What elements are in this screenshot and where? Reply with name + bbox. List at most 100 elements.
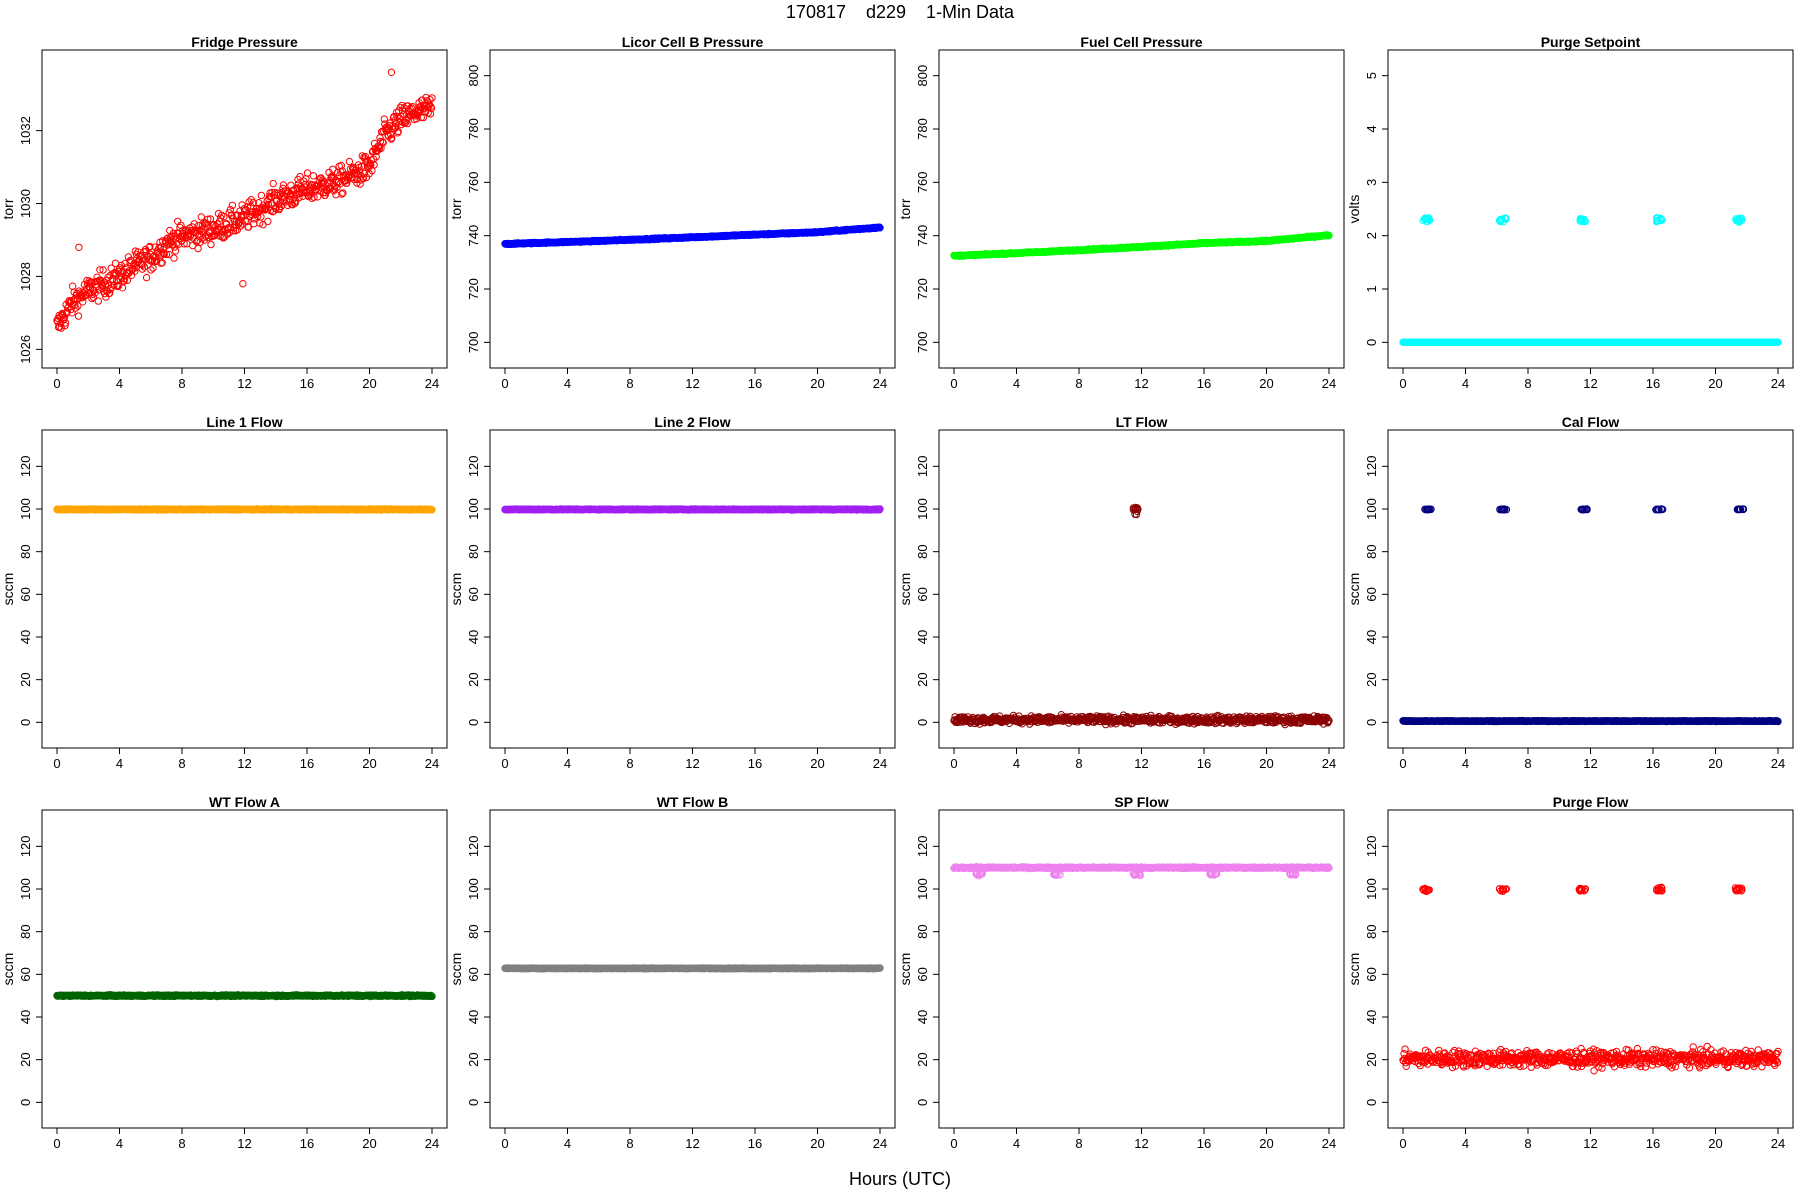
data-point <box>74 302 82 310</box>
data-point <box>309 172 318 180</box>
data-point <box>104 273 112 282</box>
data-point <box>253 212 262 221</box>
y-tick-label: 1032 <box>18 116 33 145</box>
y-tick-label: 80 <box>915 544 930 558</box>
data-series <box>53 505 436 514</box>
y-tick-label: 60 <box>18 587 33 601</box>
plot-frame <box>938 49 1345 369</box>
data-point <box>1102 720 1110 729</box>
data-point <box>1774 338 1782 346</box>
x-tick-label: 8 <box>178 756 185 771</box>
data-point <box>243 203 252 211</box>
x-tick-label: 12 <box>1583 376 1597 391</box>
x-tick-label: 8 <box>1075 376 1082 391</box>
data-point <box>162 250 171 259</box>
y-tick-label: 760 <box>915 171 930 193</box>
y-tick-label: 80 <box>18 544 33 558</box>
x-tick-label: 24 <box>1322 756 1336 771</box>
x-tick-label: 24 <box>1322 376 1336 391</box>
y-tick-label: 20 <box>466 672 481 686</box>
panel-title: Fuel Cell Pressure <box>1080 34 1202 50</box>
y-axis-label: torr <box>0 198 16 219</box>
data-point <box>391 116 399 124</box>
data-point <box>387 68 396 77</box>
data-point <box>1578 215 1586 224</box>
data-point <box>1497 217 1505 225</box>
y-tick-label: 20 <box>18 672 33 686</box>
data-point <box>189 241 197 250</box>
x-tick-label: 20 <box>1259 376 1273 391</box>
x-tick-label: 8 <box>1075 756 1082 771</box>
data-point <box>89 293 98 302</box>
data-point <box>244 223 253 231</box>
data-point <box>269 179 277 188</box>
x-tick-label: 16 <box>748 376 762 391</box>
y-tick-label: 720 <box>915 278 930 300</box>
y-tick-label: 4 <box>1364 125 1379 132</box>
data-point <box>142 273 151 282</box>
data-point <box>345 157 354 166</box>
data-point <box>63 308 71 316</box>
data-point <box>1421 215 1429 224</box>
x-tick-label: 8 <box>626 376 633 391</box>
data-point <box>95 286 103 294</box>
y-tick-label: 1028 <box>18 262 33 291</box>
data-point <box>1736 216 1745 224</box>
data-point <box>109 270 118 278</box>
data-point <box>87 279 96 287</box>
data-point <box>131 267 139 275</box>
y-tick-label: 40 <box>915 630 930 644</box>
data-point <box>113 282 122 291</box>
data-point <box>68 309 76 317</box>
x-tick-label: 0 <box>53 756 60 771</box>
x-tick-label: 12 <box>237 756 251 771</box>
x-tick-label: 8 <box>626 756 633 771</box>
data-point <box>207 240 215 249</box>
y-tick-label: 1026 <box>18 335 33 364</box>
y-tick-label: 120 <box>18 455 33 477</box>
x-tick-label: 12 <box>237 376 251 391</box>
y-axis-label: sccm <box>448 573 464 606</box>
data-point <box>236 222 245 230</box>
x-tick-label: 0 <box>53 376 60 391</box>
data-point <box>219 234 228 242</box>
y-tick-label: 800 <box>915 65 930 87</box>
data-point <box>149 264 157 272</box>
data-point <box>96 266 104 274</box>
data-point <box>1733 216 1742 224</box>
y-tick-label: 780 <box>466 118 481 140</box>
data-point <box>239 280 247 288</box>
x-tick-label: 4 <box>1013 756 1020 771</box>
y-tick-label: 1030 <box>18 189 33 218</box>
x-tick-label: 24 <box>425 756 439 771</box>
data-point <box>75 243 83 252</box>
data-series <box>950 503 1333 729</box>
data-point <box>171 247 180 255</box>
data-point <box>370 161 378 169</box>
y-tick-label: 700 <box>466 331 481 353</box>
y-tick-label: 80 <box>466 544 481 558</box>
data-point <box>170 254 178 262</box>
x-tick-label: 4 <box>116 756 123 771</box>
data-point <box>425 100 433 109</box>
plot-frame <box>938 429 1345 749</box>
y-tick-label: 100 <box>18 498 33 520</box>
data-point <box>123 276 132 285</box>
data-point <box>217 225 225 234</box>
data-point <box>337 161 345 170</box>
x-tick-label: 20 <box>362 756 376 771</box>
data-point <box>57 324 65 332</box>
data-point <box>72 304 80 312</box>
data-point <box>428 94 436 102</box>
data-point <box>140 263 149 271</box>
data-point <box>56 323 64 331</box>
plot-frame <box>489 429 896 749</box>
data-point <box>249 198 258 207</box>
data-point <box>426 110 435 118</box>
data-point <box>303 169 312 177</box>
x-tick-label: 16 <box>1646 376 1660 391</box>
x-tick-label: 4 <box>1013 376 1020 391</box>
plot-frame <box>1387 49 1794 369</box>
